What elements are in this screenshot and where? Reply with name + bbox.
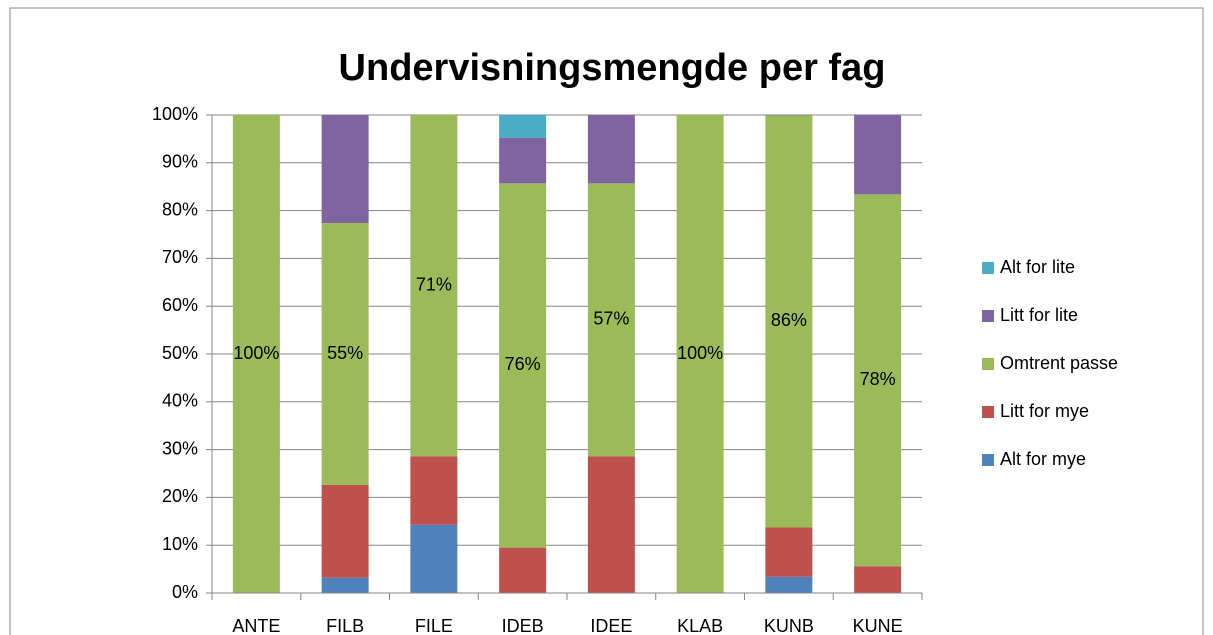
data-label: 100% — [677, 343, 723, 363]
legend-swatch — [982, 262, 994, 274]
y-tick-label: 0% — [172, 582, 198, 602]
y-tick-label: 80% — [162, 199, 198, 219]
bar-segment — [676, 115, 724, 593]
y-tick-label: 60% — [162, 295, 198, 315]
data-label: 57% — [593, 309, 629, 329]
bar-segment — [587, 456, 635, 593]
data-label: 78% — [860, 369, 896, 389]
bar-segment — [232, 115, 280, 593]
legend-label: Omtrent passe — [1000, 353, 1118, 373]
y-tick-label: 40% — [162, 391, 198, 411]
legend-swatch — [982, 454, 994, 466]
bar-segment — [321, 223, 369, 485]
legend-swatch — [982, 358, 994, 370]
legend-label: Litt for mye — [1000, 401, 1089, 421]
y-tick-label: 30% — [162, 438, 198, 458]
bar-segment — [587, 183, 635, 457]
legend-label: Alt for lite — [1000, 257, 1075, 277]
legend-label: Litt for lite — [1000, 305, 1078, 325]
bar-segment — [587, 115, 635, 184]
x-tick-label: IDEE — [590, 616, 632, 635]
bar-segment — [854, 194, 902, 567]
data-label: 86% — [771, 310, 807, 330]
bar-segment — [410, 115, 458, 457]
x-tick-label: KUNE — [853, 616, 903, 635]
y-tick-label: 20% — [162, 486, 198, 506]
chart-title: Undervisningsmengde per fag — [339, 47, 886, 89]
data-label: 100% — [233, 343, 279, 363]
y-tick-label: 90% — [162, 152, 198, 172]
legend-swatch — [982, 310, 994, 322]
y-tick-label: 50% — [162, 343, 198, 363]
data-label: 55% — [327, 343, 363, 363]
y-tick-label: 70% — [162, 247, 198, 267]
bar-segment — [499, 137, 547, 184]
bar-segment — [854, 114, 902, 195]
bar-segment — [765, 527, 813, 577]
bar-segment — [321, 577, 369, 593]
x-tick-label: KLAB — [677, 616, 723, 635]
legend-label: Alt for mye — [1000, 449, 1086, 469]
bar-segment — [410, 524, 458, 593]
x-tick-label: KUNB — [764, 616, 814, 635]
x-tick-label: FILB — [326, 616, 364, 635]
data-label: 71% — [416, 274, 452, 294]
y-tick-label: 10% — [162, 534, 198, 554]
bar-segment — [765, 576, 813, 593]
bar-segment — [765, 115, 813, 528]
legend-swatch — [982, 406, 994, 418]
x-tick-label: IDEB — [502, 616, 544, 635]
bar-segment — [410, 456, 458, 525]
bar-segment — [854, 566, 902, 593]
bar-segment — [499, 547, 547, 593]
y-tick-label: 100% — [152, 104, 198, 124]
bar-segment — [499, 115, 547, 138]
bar-segment — [499, 183, 547, 548]
x-tick-label: FILE — [415, 616, 453, 635]
data-label: 76% — [505, 354, 541, 374]
bar-segment — [321, 484, 369, 578]
x-tick-label: ANTE — [232, 616, 280, 635]
bar-segment — [321, 115, 369, 224]
